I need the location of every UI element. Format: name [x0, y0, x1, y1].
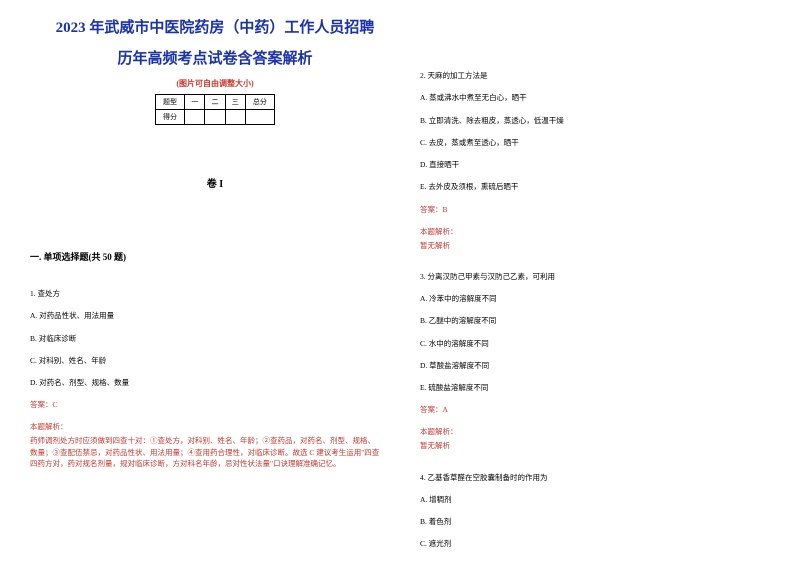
q2-option-e: E. 去外皮及须根，熏硫后晒干 [420, 181, 800, 192]
q2-analysis-label: 本题解析： [420, 226, 800, 237]
q1-option-b: B. 对临床诊断 [30, 333, 380, 344]
q3-option-b: B. 乙醚中的溶解度不同 [420, 315, 800, 326]
header-cell: 一 [185, 95, 205, 110]
q1-option-d: D. 对药名、剂型、规格、数量 [30, 377, 380, 388]
header-cell: 总分 [245, 95, 274, 110]
q1-stem: 1. 查处方 [30, 288, 380, 299]
section-single-choice: 一. 单项选择题(共 50 题) [30, 250, 380, 263]
q1-answer: 答案：C [30, 399, 380, 410]
q4-option-c: C. 遮光剂 [420, 538, 800, 549]
q3-analysis-label: 本题解析： [420, 426, 800, 437]
volume-label: 卷 I [30, 175, 400, 190]
header-cell: 二 [205, 95, 225, 110]
left-column: 一. 单项选择题(共 50 题) 1. 查处方 A. 对药品性状、用法用量 B.… [30, 250, 400, 469]
score-table-wrap: 题型 一 二 三 总分 得分 [30, 94, 400, 125]
q3-option-d: D. 草酸盐溶解度不同 [420, 360, 800, 371]
q2-option-d: D. 直接晒干 [420, 159, 800, 170]
q1-analysis: 药师调剂处方时应须做到四查十对：①查处方，对科别、姓名、年龄；②查药品，对药名、… [30, 435, 380, 469]
q3-answer: 答案：A [420, 404, 800, 415]
right-column: 2. 天麻的加工方法是 A. 蒸或沸水中煮至无白心，晒干 B. 立即清洗、除去粗… [400, 70, 800, 561]
q2-option-a: A. 蒸或沸水中煮至无白心，晒干 [420, 92, 800, 103]
page-title: 2023 年武威市中医院药房（中药）工作人员招聘 历年高频考点试卷含答案解析 [30, 15, 770, 68]
title-line1: 2023 年武威市中医院药房（中药）工作人员招聘 [30, 15, 400, 42]
q3-option-e: E. 硫酸盐溶解度不同 [420, 382, 800, 393]
q2-stem: 2. 天麻的加工方法是 [420, 70, 800, 81]
q3-analysis: 暂无解析 [420, 440, 800, 451]
q3-option-a: A. 冷苯中的溶解度不同 [420, 293, 800, 304]
title-line2: 历年高频考点试卷含答案解析 [30, 47, 400, 68]
content-columns: 一. 单项选择题(共 50 题) 1. 查处方 A. 对药品性状、用法用量 B.… [30, 250, 770, 469]
row-label-cell: 得分 [156, 110, 185, 125]
table-row: 得分 [156, 110, 275, 125]
q4-option-b: B. 着色剂 [420, 516, 800, 527]
q3-stem: 3. 分离汉防己甲素与汉防己乙素，可利用 [420, 271, 800, 282]
q4-stem: 4. 乙基香草醛在空胶囊制备时的作用为 [420, 472, 800, 483]
q2-option-c: C. 去皮，蒸或煮至透心，晒干 [420, 137, 800, 148]
q2-answer: 答案：B [420, 204, 800, 215]
q2-analysis: 暂无解析 [420, 240, 800, 251]
q1-analysis-label: 本题解析： [30, 421, 380, 432]
empty-cell [245, 110, 274, 125]
header-cell: 题型 [156, 95, 185, 110]
header-cell: 三 [225, 95, 245, 110]
q1-option-a: A. 对药品性状、用法用量 [30, 310, 380, 321]
q3-option-c: C. 水中的溶解度不同 [420, 338, 800, 349]
q1-option-c: C. 对科别、姓名、年龄 [30, 355, 380, 366]
table-row: 题型 一 二 三 总分 [156, 95, 275, 110]
empty-cell [185, 110, 205, 125]
empty-cell [205, 110, 225, 125]
table-note: (图片可自由调整大小) [30, 78, 400, 89]
q4-option-a: A. 增稠剂 [420, 494, 800, 505]
score-table: 题型 一 二 三 总分 得分 [155, 94, 275, 125]
empty-cell [225, 110, 245, 125]
q2-option-b: B. 立即清洗、除去粗皮，蒸透心，低温干燥 [420, 115, 800, 126]
